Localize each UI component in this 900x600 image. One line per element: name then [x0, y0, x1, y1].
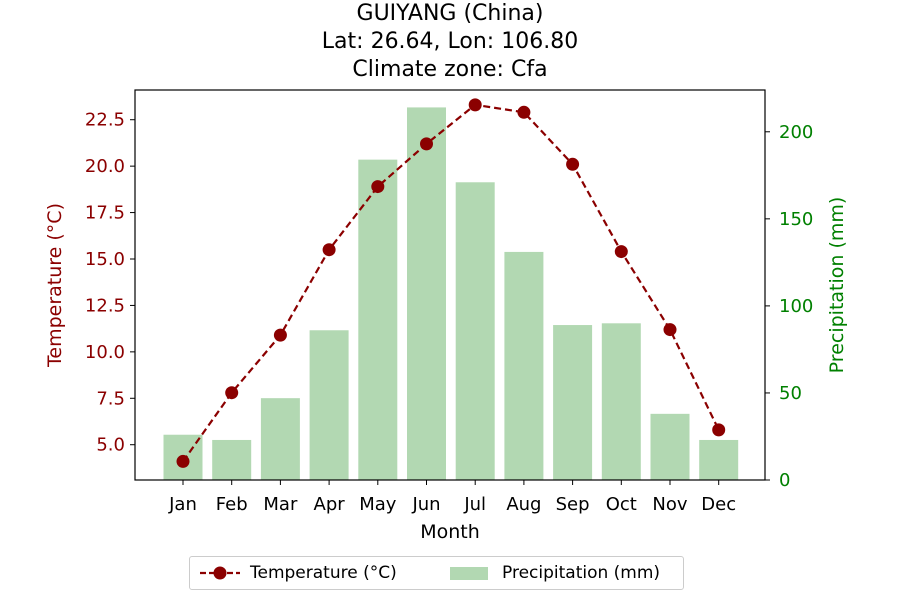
precipitation-bar-aug [504, 251, 544, 480]
precipitation-tick-label: 200 [779, 122, 813, 143]
temperature-line-path [182, 103, 720, 463]
precipitation-bar-sep [553, 325, 593, 480]
x-tick-label: Mar [263, 494, 298, 515]
precipitation-bar-mar [260, 398, 300, 480]
x-tick-label: May [359, 494, 397, 515]
x-tick-label: Aug [506, 494, 541, 515]
precipitation-bar-oct [601, 323, 641, 480]
temperature-point-dec [712, 423, 726, 437]
x-tick-label: Jan [168, 494, 197, 515]
temperature-axis-label: Temperature (°C) [44, 203, 66, 368]
precipitation-bar-apr [309, 330, 349, 480]
legend-item-precipitation: Precipitation (mm) [450, 557, 660, 589]
temperature-point-sep [566, 157, 580, 171]
x-tick-label: Dec [701, 494, 736, 515]
precipitation-axis: 0 50 100 150 200 [765, 122, 813, 491]
temperature-point-may [371, 180, 385, 194]
precipitation-bar-nov [650, 413, 690, 480]
precipitation-axis-label: Precipitation (mm) [826, 197, 848, 374]
precipitation-bar-jul [455, 182, 495, 480]
x-axis: Jan Feb Mar Apr May Jun Jul Aug Sep Oct Nov Dec [168, 480, 736, 515]
temperature-tick-label: 20.0 [85, 156, 125, 177]
x-tick-label: Jul [463, 494, 486, 515]
precipitation-bar-dec [699, 439, 739, 480]
temperature-tick-label: 5.0 [96, 435, 125, 456]
x-tick-label: Sep [556, 494, 590, 515]
legend-item-temperature: Temperature (°C) [198, 557, 397, 589]
legend-precipitation-swatch [450, 567, 488, 580]
temperature-point-nov [663, 323, 677, 337]
temperature-tick-label: 17.5 [85, 203, 125, 224]
precipitation-tick-label: 50 [779, 383, 802, 404]
legend-temperature-label: Temperature (°C) [250, 563, 397, 583]
precipitation-bars [163, 107, 739, 481]
x-tick-label: Feb [216, 494, 248, 515]
temperature-point-feb [225, 386, 239, 400]
x-tick-label: Jun [411, 494, 440, 515]
precipitation-tick-label: 100 [779, 296, 813, 317]
x-tick-label: Apr [314, 494, 346, 515]
temperature-tick-label: 12.5 [85, 295, 125, 316]
temperature-point-apr [322, 243, 336, 257]
precipitation-bar-feb [212, 439, 252, 480]
precipitation-tick-label: 0 [779, 470, 790, 491]
temperature-tick-label: 7.5 [96, 388, 125, 409]
temperature-tick-label: 22.5 [85, 110, 125, 131]
temperature-point-jan [176, 454, 190, 468]
x-axis-label: Month [420, 521, 480, 543]
temperature-line [176, 98, 726, 468]
legend-temperature-swatch [200, 566, 240, 580]
chart-title-coordinates: Lat: 26.64, Lon: 106.80 [321, 29, 579, 54]
chart-title-climate-zone: Climate zone: Cfa [352, 57, 548, 82]
x-tick-label: Nov [652, 494, 687, 515]
precipitation-tick-label: 150 [779, 209, 813, 230]
plot-frame [134, 89, 766, 481]
temperature-point-jul [468, 98, 482, 112]
legend-precipitation-label: Precipitation (mm) [502, 563, 661, 583]
precipitation-bar-may [358, 159, 398, 480]
temperature-point-oct [614, 245, 628, 259]
legend: Temperature (°C) Precipitation (mm) [189, 556, 684, 590]
temperature-point-mar [273, 328, 287, 342]
chart-title-name: GUIYANG (China) [356, 1, 544, 26]
temperature-point-aug [517, 105, 531, 119]
x-tick-label: Oct [606, 494, 637, 515]
precipitation-bar-jun [407, 107, 446, 481]
temperature-tick-label: 15.0 [85, 249, 125, 270]
temperature-point-jun [420, 137, 433, 151]
temperature-tick-label: 10.0 [85, 342, 125, 363]
temperature-axis: 5.0 7.5 10.0 12.5 15.0 17.5 20.0 22.5 [85, 110, 135, 456]
